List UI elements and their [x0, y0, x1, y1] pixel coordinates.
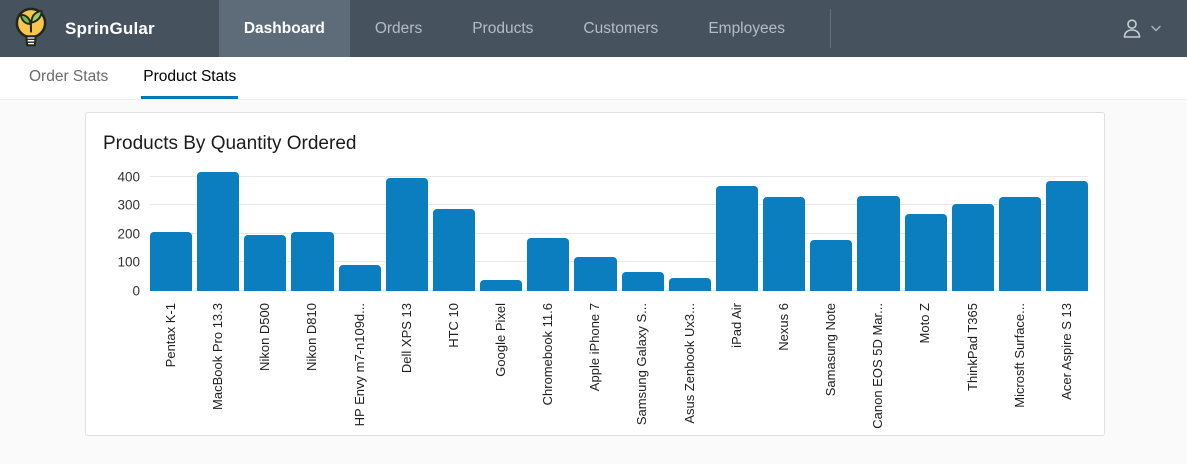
bar	[432, 208, 476, 291]
user-menu[interactable]	[1120, 0, 1187, 57]
bar	[668, 278, 711, 291]
bar	[904, 214, 947, 291]
x-axis-label: Samasung Note	[823, 303, 839, 397]
x-axis-label: Asus Zenbook Ux3...	[681, 303, 697, 424]
nav-item-customers[interactable]: Customers	[583, 19, 659, 37]
y-axis: 0 100 200 300 400	[102, 169, 150, 298]
nav-item-employees[interactable]: Employees	[708, 19, 785, 37]
x-axis-label: iPad Air	[728, 303, 744, 348]
nav-item-orders[interactable]: Orders	[374, 19, 423, 37]
x-axis-label: Google Pixel	[493, 303, 509, 377]
bar	[574, 257, 617, 291]
x-axis-label: Moto Z	[917, 303, 933, 344]
x-axis-label: Dell XPS 13	[398, 303, 414, 374]
bar	[197, 172, 240, 291]
x-axis-label: Acer Aspire S 13	[1058, 303, 1074, 400]
bar	[244, 234, 287, 291]
plot-area	[150, 171, 1089, 291]
bar	[527, 238, 570, 291]
x-axis-label: Microsft Surface...	[1011, 303, 1027, 408]
gridline	[150, 261, 1088, 263]
bar	[385, 178, 428, 291]
bar	[291, 232, 334, 291]
y-tick-label: 200	[117, 226, 140, 242]
y-tick-label: 100	[117, 254, 140, 270]
lightbulb-leaf-logo-icon	[10, 5, 52, 53]
bars	[150, 171, 1089, 291]
chevron-down-icon	[1151, 25, 1161, 32]
tab-order-stats[interactable]: Order Stats	[27, 57, 110, 99]
x-axis-label: Pentax K-1	[162, 303, 178, 368]
gridline	[150, 232, 1088, 234]
nav-divider	[830, 9, 831, 48]
tab-product-stats[interactable]: Product Stats	[141, 57, 239, 99]
x-axis-label: Samsung Galaxy S...	[634, 303, 650, 426]
bar	[621, 272, 664, 291]
gridline	[150, 175, 1088, 177]
x-axis-label: Apple iPhone 7	[587, 303, 603, 392]
y-tick-label: 0	[132, 283, 140, 299]
gridline	[150, 290, 1088, 291]
bar	[810, 239, 853, 291]
top-navbar: SprinGular Dashboard Orders Products Cus…	[0, 0, 1187, 57]
gridline	[150, 204, 1088, 206]
bar	[763, 197, 806, 291]
x-axis-label: Nikon D810	[304, 303, 320, 371]
bar	[1045, 181, 1089, 291]
bar	[715, 185, 759, 291]
brand-name: SprinGular	[65, 18, 155, 38]
bar	[951, 203, 994, 291]
y-tick-label: 300	[117, 197, 140, 213]
chart-title: Products By Quantity Ordered	[103, 133, 357, 154]
bar	[338, 265, 381, 291]
nav-item-products[interactable]: Products	[472, 19, 534, 37]
bar	[998, 196, 1041, 291]
x-axis-label: MacBook Pro 13.3	[210, 303, 226, 410]
x-axis-label: HP Envy m7-n109d...	[351, 303, 367, 427]
x-axis-label: Nikon D500	[257, 303, 273, 371]
x-axis-label: Nexus 6	[775, 303, 791, 351]
stats-tabbar: Order Stats Product Stats	[0, 57, 1187, 100]
nav-item-dashboard[interactable]: Dashboard	[218, 0, 350, 57]
main-content: Products By Quantity Ordered 0 100 200 300 4…	[0, 100, 1187, 464]
main-nav: Dashboard Orders Products Customers Empl…	[218, 0, 810, 57]
x-axis-labels: Pentax K-1 MacBook Pro 13.3 Nikon D500 Niko…	[150, 303, 1088, 429]
bar-chart: 0 100 200 300 400	[102, 169, 1089, 299]
x-axis-label: ThinkPad T365	[964, 303, 980, 391]
x-axis-label: Canon EOS 5D Mar...	[870, 303, 886, 429]
bar	[857, 195, 900, 291]
x-axis-label: Chromebook 11.6	[540, 303, 556, 406]
chart-card: Products By Quantity Ordered 0 100 200 300 4…	[85, 112, 1105, 436]
y-tick-label: 400	[117, 169, 140, 185]
bar	[480, 279, 523, 291]
user-icon	[1120, 17, 1144, 41]
x-axis-label: HTC 10	[445, 303, 461, 348]
bar	[150, 232, 193, 291]
brand[interactable]: SprinGular	[0, 0, 171, 57]
